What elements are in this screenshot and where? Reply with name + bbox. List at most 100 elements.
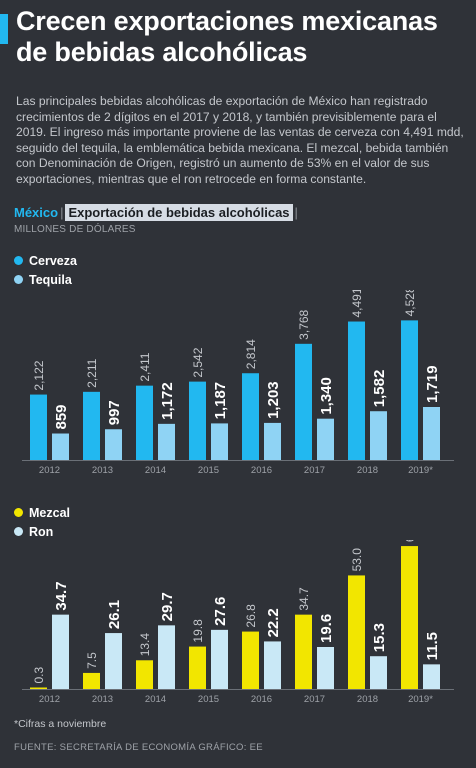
data-label-ron: 11.5 xyxy=(424,632,441,660)
bar-ron xyxy=(264,641,281,689)
data-label-tequila: 1,582 xyxy=(371,370,388,408)
bar-tequila xyxy=(158,423,175,460)
bar-mezcal xyxy=(189,646,206,689)
x-tick-label: 2015 xyxy=(198,694,219,705)
legend-item: Mezcal xyxy=(14,503,70,522)
footnote: *Cifras a noviembre xyxy=(14,718,107,730)
data-label-ron: 29.7 xyxy=(159,592,176,621)
data-label-cerveza: 4,528 xyxy=(403,290,417,316)
bar-ron xyxy=(211,629,228,689)
bar-cerveza xyxy=(401,320,418,460)
data-label-cerveza: 2,211 xyxy=(85,358,99,387)
chart-subhead: México | Exportación de bebidas alcohólica… xyxy=(14,204,298,221)
bar-cerveza xyxy=(30,394,47,460)
x-tick-label: 2019* xyxy=(408,694,433,705)
bar-mezcal xyxy=(136,660,153,689)
x-tick-label: 2016 xyxy=(251,694,272,705)
bar-tequila xyxy=(211,423,228,460)
data-label-mezcal: 34.7 xyxy=(297,587,311,611)
data-label-tequila: 1,203 xyxy=(265,381,282,419)
data-label-tequila: 1,172 xyxy=(159,382,176,420)
bar-ron xyxy=(52,614,69,689)
bar-cerveza xyxy=(242,373,259,460)
subhead-end-separator: | xyxy=(294,205,298,220)
units-label: MILLONES DE DÓLARES xyxy=(14,224,136,235)
x-tick-label: 2017 xyxy=(304,465,325,476)
bar-tequila xyxy=(105,429,122,460)
data-label-ron: 22.2 xyxy=(265,608,282,637)
data-label-cerveza: 3,768 xyxy=(297,309,311,339)
legend-top: Cerveza Tequila xyxy=(14,251,77,289)
x-tick-label: 2018 xyxy=(357,694,378,705)
x-tick-label: 2012 xyxy=(39,465,60,476)
bar-tequila xyxy=(370,411,387,460)
x-tick-label: 2016 xyxy=(251,465,272,476)
data-label-ron: 27.6 xyxy=(212,597,229,626)
bar-tequila xyxy=(423,406,440,460)
bar-tequila xyxy=(317,418,334,460)
legend-bottom: Mezcal Ron xyxy=(14,503,70,541)
data-label-tequila: 1,719 xyxy=(424,365,441,403)
data-label-mezcal: 26.8 xyxy=(244,604,258,628)
x-tick-label: 2014 xyxy=(145,465,166,476)
bar-ron xyxy=(158,625,175,689)
bar-mezcal xyxy=(242,631,259,689)
bar-cerveza xyxy=(83,391,100,460)
legend-swatch xyxy=(14,275,23,284)
data-label-cerveza: 2,122 xyxy=(32,360,46,390)
data-label-cerveza: 2,411 xyxy=(138,352,152,381)
x-tick-label: 2013 xyxy=(92,465,113,476)
legend-label: Ron xyxy=(29,524,54,539)
bar-mezcal xyxy=(30,687,47,689)
bar-cerveza xyxy=(348,321,365,460)
data-label-mezcal: 7.5 xyxy=(85,652,99,669)
data-label-ron: 34.7 xyxy=(53,581,70,610)
legend-label: Mezcal xyxy=(29,505,70,520)
title-accent-bar xyxy=(0,14,8,44)
legend-swatch xyxy=(14,256,23,265)
bar-ron xyxy=(105,633,122,689)
data-label-tequila: 1,340 xyxy=(318,377,335,415)
data-label-ron: 15.3 xyxy=(371,623,388,652)
data-label-tequila: 859 xyxy=(53,404,70,429)
data-label-cerveza: 4,491 xyxy=(350,290,364,318)
bar-mezcal xyxy=(295,614,312,689)
page-title: Crecen exportaciones mexicanas de bebida… xyxy=(16,6,438,67)
x-tick-label: 2018 xyxy=(357,465,378,476)
bar-tequila xyxy=(52,433,69,460)
x-tick-label: 2017 xyxy=(304,694,325,705)
data-label-mezcal: 53.0 xyxy=(350,548,364,572)
bar-cerveza xyxy=(295,343,312,460)
intro-paragraph: Las principales bebidas alcohólicas de e… xyxy=(16,94,464,186)
bar-mezcal xyxy=(83,672,100,689)
data-label-mezcal: 0.3 xyxy=(32,666,46,683)
legend-item: Cerveza xyxy=(14,251,77,270)
bar-mezcal xyxy=(401,546,418,689)
legend-label: Tequila xyxy=(29,272,72,287)
data-label-ron: 19.6 xyxy=(318,614,335,643)
bar-cerveza xyxy=(136,385,153,460)
x-tick-label: 2012 xyxy=(39,694,60,705)
data-label-cerveza: 2,814 xyxy=(244,339,258,369)
legend-swatch xyxy=(14,508,23,517)
data-label-mezcal: 19.8 xyxy=(191,619,205,643)
x-tick-label: 2019* xyxy=(408,465,433,476)
legend-item: Tequila xyxy=(14,270,77,289)
bar-ron xyxy=(317,647,334,689)
bar-ron xyxy=(423,664,440,689)
x-tick-label: 2014 xyxy=(145,694,166,705)
data-label-mezcal: 66.7 xyxy=(403,540,417,542)
data-label-cerveza: 2,542 xyxy=(191,347,205,377)
subhead-topic: Exportación de bebidas alcohólicas xyxy=(65,204,293,221)
data-label-tequila: 997 xyxy=(106,400,123,425)
subhead-country: México xyxy=(14,205,59,220)
x-tick-label: 2013 xyxy=(92,694,113,705)
subhead-separator: | xyxy=(60,205,64,220)
x-tick-label: 2015 xyxy=(198,465,219,476)
legend-swatch xyxy=(14,527,23,536)
bar-tequila xyxy=(264,422,281,460)
bar-cerveza xyxy=(189,381,206,460)
bar-mezcal xyxy=(348,575,365,689)
bar-ron xyxy=(370,656,387,689)
legend-label: Cerveza xyxy=(29,253,77,268)
